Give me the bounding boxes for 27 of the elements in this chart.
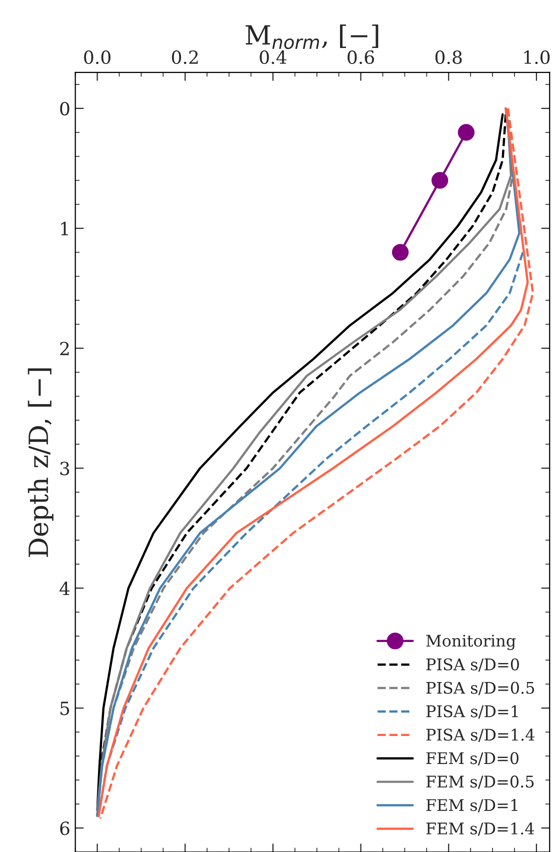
legend-label: FEM s/D=1.4 (426, 822, 534, 836)
legend-label: FEM s/D=1 (426, 799, 518, 812)
legend-label: PISA s/D=1 (426, 705, 518, 719)
x-tick-label: 0.6 (348, 50, 374, 64)
x-axis-title: M$_{norm}$, [−] (246, 24, 378, 50)
legend-label: Monitoring (426, 634, 516, 650)
x-tick-label: 0.8 (435, 50, 462, 64)
y-tick-label: 2 (60, 342, 69, 356)
x-tick-label: 0.2 (172, 50, 198, 64)
point (458, 124, 475, 141)
y-tick-label: 3 (60, 462, 70, 476)
y-tick-label: 1 (61, 222, 68, 236)
y-tick-label: 0 (60, 102, 70, 116)
x-tick-label: 0.0 (84, 50, 110, 64)
legend-label: PISA s/D=1.4 (426, 728, 534, 742)
legend-label: FEM s/D=0 (426, 752, 519, 766)
legend-label: PISA s/D=0.5 (426, 682, 534, 696)
point (432, 172, 448, 189)
x-tick-label: 0.4 (260, 50, 286, 64)
point (392, 244, 409, 261)
y-tick-label: 4 (60, 582, 70, 595)
y-axis-title: Depth z/D, [−] (28, 368, 54, 557)
x-tick-label: 1.0 (524, 50, 550, 64)
legend-label: FEM s/D=0.5 (426, 776, 534, 789)
y-tick-label: 6 (60, 821, 70, 836)
y-tick-label: 5 (60, 702, 70, 716)
legend-label: PISA s/D=0 (426, 658, 519, 672)
